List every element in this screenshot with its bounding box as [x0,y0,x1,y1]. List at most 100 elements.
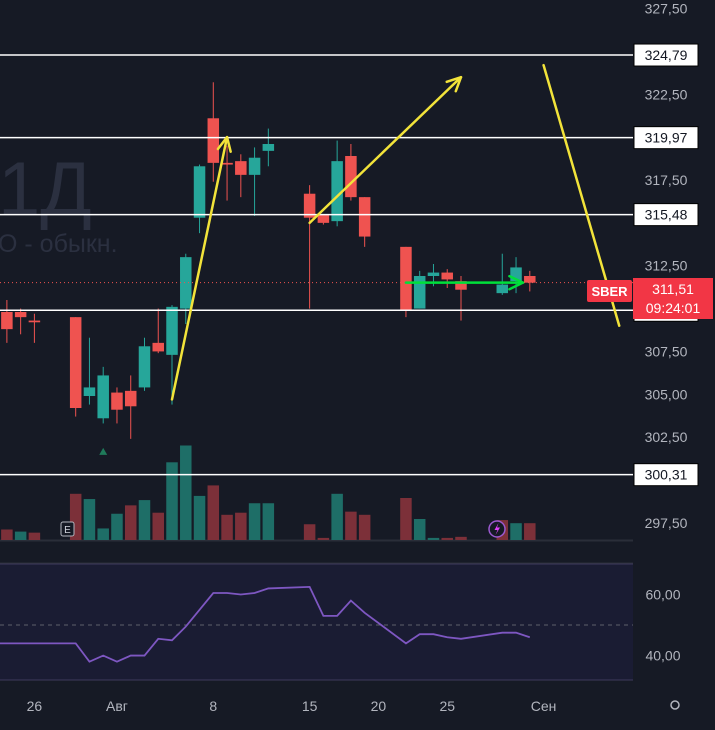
candle [28,313,41,343]
level-label: 300,31 [645,467,688,483]
volume-bar [1,529,13,540]
time-tick-label: Авг [106,698,128,714]
signal-marker [99,447,108,455]
trend-arrow [170,135,232,401]
level-label-box [633,43,699,67]
volume-bar [111,513,123,540]
trend-arrow [404,274,525,291]
rsi-band [0,564,633,680]
price-tick-label: 307,50 [645,343,688,359]
price-tick-label: 327,50 [645,1,688,17]
drawn-annotations [170,63,621,401]
candle [331,140,343,227]
earnings-badge[interactable] [60,521,75,537]
candle [111,387,123,424]
volume-bar [152,512,164,540]
volume-bar [83,499,96,540]
level: 324,79 [0,43,699,67]
current-price-label: 311,51 [652,281,694,297]
volume-bar [28,532,41,540]
volume-bar [248,503,261,540]
candle-body [331,161,343,222]
candle-body [97,375,109,419]
candle-body [441,272,453,280]
volume-bar [413,519,426,540]
price-tick-label: 297,50 [645,515,688,531]
time-tick-label: 20 [371,698,387,714]
volume-bar [180,445,192,540]
candle-body [180,257,192,309]
candle-body [262,144,275,151]
candle [358,197,371,247]
price-tag[interactable]: SBER 311,51 09:24:01 [587,278,713,319]
annotation-shaft [170,135,229,401]
volume-bar [441,537,453,540]
pane-badges: E [60,520,506,538]
volume-bar [427,537,440,540]
price-tick-label: 312,50 [645,258,688,274]
annotation-arrowhead [216,135,232,153]
volume-series [1,445,536,540]
rsi-tick-label: 60,00 [645,587,680,603]
price-axis[interactable]: 327,50 322,50 317,50 312,50 307,50 305,00 302,… [645,1,688,531]
volume-bar [69,493,82,540]
level-label-box [633,126,699,150]
earnings-badge-label: E [64,525,71,536]
trend-arrow [308,75,463,225]
candle-body [303,193,316,218]
level: 319,97 [0,126,699,150]
candle [345,144,357,201]
candle [248,147,261,216]
candle-body [14,312,27,318]
volume-bar [303,524,316,540]
candle [221,145,233,201]
candle-body [455,281,467,290]
volume-bar [166,462,178,540]
volume-bar [207,485,220,540]
candle [235,154,247,198]
lightning-icon-glyph [494,523,500,535]
candle-body [358,197,371,237]
time-axis[interactable]: 26 Авг 8 15 20 25 Сен [27,698,557,714]
settings-icon[interactable] [670,700,680,710]
volume-bar [510,523,522,540]
candle [262,128,275,167]
candle-body [510,267,522,282]
candle [1,300,13,343]
candle [166,305,178,405]
candle [97,366,109,424]
volume-bar [221,514,233,540]
price-tick-label: 302,50 [645,429,688,445]
ticker-label: SBER [591,284,628,299]
annotation-shaft [308,75,463,225]
level-label: 315,48 [645,207,688,223]
watermark-subtitle: О - обыкн. [0,230,118,258]
candle [207,82,220,182]
rsi-line [0,585,531,663]
candle [152,308,164,354]
volume-bar [235,512,247,540]
candle-body [166,306,178,355]
candle-body [400,246,412,311]
candle-body [524,276,536,283]
candle-body [152,342,164,352]
candle [413,270,426,309]
candle-body [138,346,151,388]
candle-body [413,276,426,309]
volume-bar [524,523,536,540]
candle-body [427,272,440,276]
horizontal-levels: 324,79 319,97 315,48 309,90 300,31 [0,43,699,487]
bar-countdown-label: 09:24:01 [646,300,701,316]
candle [441,269,453,288]
candle [124,375,137,439]
level: 300,31 [0,463,699,487]
candle-body [345,156,357,198]
candle-body [111,392,123,410]
watermark-interval: 1Д [0,147,92,232]
time-tick-label: 25 [439,698,455,714]
time-tick-label: 8 [209,698,217,714]
ticker-badge [587,280,632,302]
annotation-arrowhead [508,274,525,291]
